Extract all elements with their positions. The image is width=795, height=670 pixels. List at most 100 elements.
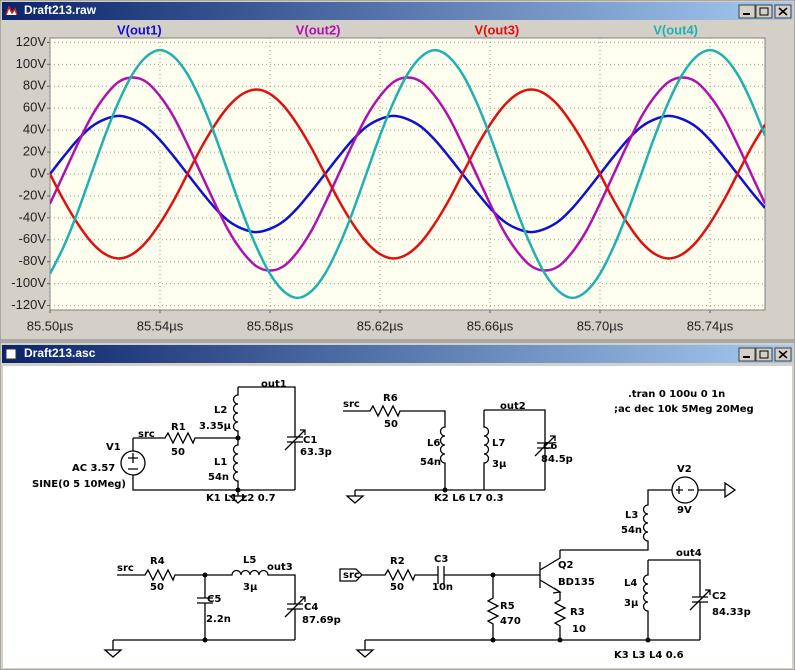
component-label: 3µ — [624, 598, 639, 609]
y-tick-label: 100V — [16, 56, 47, 71]
component-label: L1 — [214, 457, 227, 468]
trace — [50, 48, 765, 300]
window-title: Draft213.raw — [24, 3, 97, 17]
schematic-window-rect — [5, 348, 17, 360]
y-tick-label: 0V — [30, 165, 46, 180]
component-label: L5 — [243, 555, 256, 566]
y-tick-label: 120V — [16, 34, 47, 49]
component-label: L2 — [214, 405, 227, 416]
component-label: src — [343, 570, 360, 581]
component-label: 3µ — [492, 459, 507, 470]
schematic-wires-path — [343, 404, 556, 496]
chart: 120V 100V 80V 60V 40V 20V 0V -20V -40V -60V -80V -1… — [11, 22, 765, 333]
x-tick-label: 85.58µs — [247, 318, 294, 333]
schematic-window-rect — [2, 345, 793, 363]
component-label: C6 — [543, 441, 557, 452]
component-label: 50 — [390, 582, 404, 593]
component-label: 2.2n — [206, 614, 231, 625]
y-tick-label: 80V — [23, 78, 46, 93]
x-tick-label: 85.70µs — [577, 318, 624, 333]
component-label: C4 — [304, 602, 318, 613]
plot-area — [49, 37, 766, 311]
schematic-wires-path — [345, 495, 365, 504]
window-buttons-rect[interactable] — [755, 347, 773, 362]
window-buttons-rect[interactable] — [755, 4, 773, 19]
y-tick-label: -120V — [11, 297, 46, 312]
component-label: V1 — [106, 442, 121, 453]
component-label: out4 — [676, 548, 702, 559]
window-buttons-rect[interactable] — [738, 4, 756, 19]
component-label: src — [117, 563, 134, 574]
component-label: K1 L1 L2 0.7 — [206, 493, 276, 504]
component-label: K2 L6 L7 0.3 — [434, 493, 504, 504]
schematic-wires-circle — [235, 435, 241, 441]
y-tick-label: -40V — [19, 209, 47, 224]
component-label: 50 — [384, 419, 398, 430]
waveform-window: Draft213.raw — [0, 0, 795, 341]
window-buttons-rect[interactable] — [738, 347, 756, 362]
trace — [50, 76, 765, 272]
schematic-wires-path — [103, 649, 123, 658]
component-label: R2 — [390, 556, 405, 567]
window-buttons[interactable] — [738, 4, 792, 19]
legend-entry: V(out2) — [296, 22, 341, 37]
schematic-wires-circle — [490, 572, 496, 578]
component-label: 9V — [677, 505, 692, 516]
component-label: .tran 0 100u 0 1n — [628, 389, 725, 400]
window-buttons-path[interactable] — [778, 7, 788, 16]
component-label: L3 — [625, 510, 638, 521]
schematic-wires-path — [128, 453, 138, 470]
component-label: out2 — [500, 401, 526, 412]
component-label: C3 — [434, 554, 448, 565]
component-label: L7 — [492, 438, 505, 449]
component-label: L4 — [624, 578, 637, 589]
schematic-wires — [103, 386, 737, 658]
schematic-wires-circle — [557, 637, 563, 643]
component-label: R6 — [383, 393, 398, 404]
x-tick-label: 85.62µs — [357, 318, 404, 333]
window-buttons[interactable] — [738, 347, 792, 362]
y-tick-label: 60V — [23, 100, 46, 115]
component-label: out3 — [267, 562, 293, 573]
legend-entry: V(out3) — [474, 22, 519, 37]
schematic-wires-circle — [442, 487, 448, 493]
component-label: 3µ — [243, 582, 258, 593]
window-buttons-rect[interactable] — [759, 350, 769, 359]
component-label: 87.69p — [302, 615, 341, 626]
schematic-wires-circle — [202, 572, 208, 578]
component-label: R4 — [150, 556, 165, 567]
window-title: Draft213.asc — [24, 346, 96, 360]
y-tick-label: -60V — [19, 231, 47, 246]
component-label: 84.5p — [541, 454, 573, 465]
schematic-wires-path — [560, 481, 737, 551]
component-label: ;ac dec 10k 5Meg 20Meg — [614, 404, 754, 415]
component-label: 3.35µ — [199, 421, 232, 432]
y-tick-label: -80V — [19, 253, 47, 268]
schematic-wires-circle — [120, 450, 146, 476]
component-label: 50 — [150, 582, 164, 593]
component-label: 54n — [208, 472, 229, 483]
window-buttons-rect[interactable] — [759, 7, 769, 16]
x-tick-label: 85.54µs — [137, 318, 184, 333]
component-label: K3 L3 L4 0.6 — [614, 650, 684, 661]
component-label: out1 — [261, 379, 287, 390]
legend-entry: V(out4) — [653, 22, 698, 37]
trace — [50, 88, 765, 260]
window-buttons-path[interactable] — [778, 350, 788, 359]
schematic-wires-circle — [645, 637, 651, 643]
component-label: C1 — [303, 435, 317, 446]
component-label: 470 — [500, 616, 521, 627]
component-label: Q2 — [558, 560, 574, 571]
component-label: 84.33p — [712, 607, 751, 618]
x-tick-label: 85.74µs — [687, 318, 734, 333]
component-label: L6 — [427, 438, 440, 449]
component-label: 10n — [432, 582, 453, 593]
schematic-wires-circle — [490, 637, 496, 643]
component-label: src — [343, 399, 360, 410]
component-label: BD135 — [558, 577, 595, 588]
schematic-wires-path — [676, 486, 694, 494]
trace — [50, 114, 765, 234]
y-tick-label: 20V — [23, 144, 46, 159]
component-label: 54n — [621, 525, 642, 536]
